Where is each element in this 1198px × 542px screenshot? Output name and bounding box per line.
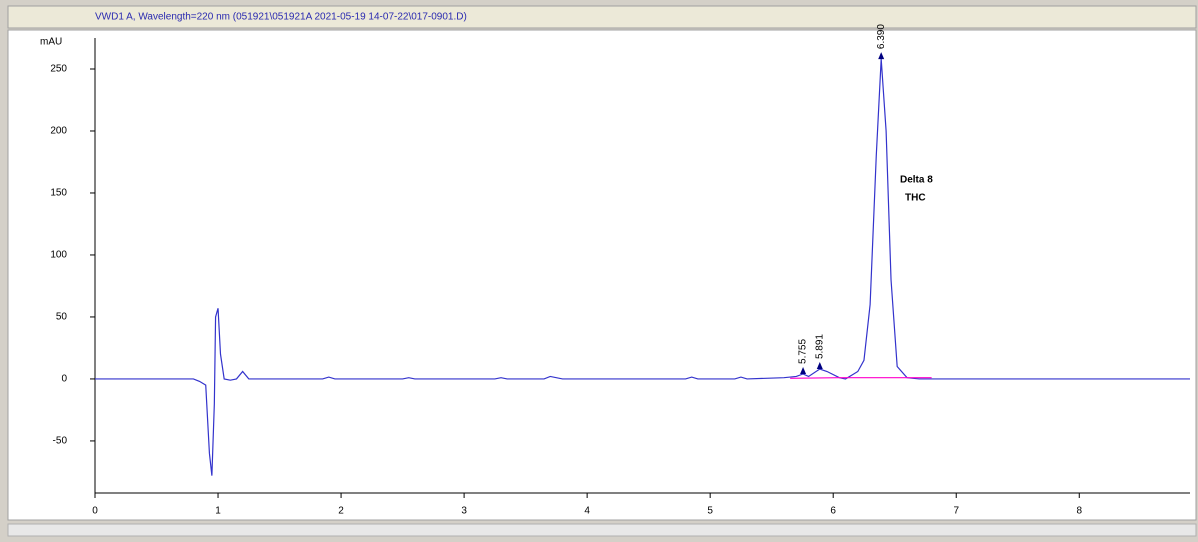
y-tick-label: 100	[50, 250, 67, 261]
peak-marker	[878, 52, 885, 60]
x-tick-label: 6	[830, 506, 836, 517]
y-tick-label: 0	[61, 374, 67, 385]
x-tick-label: 4	[584, 506, 590, 517]
peak-annotation: THC	[905, 193, 926, 204]
peak-annotation: Delta 8	[900, 175, 933, 186]
chart-title: VWD1 A, Wavelength=220 nm (051921\051921…	[95, 12, 467, 23]
peak-marker	[800, 366, 807, 374]
status-bar	[7, 523, 1197, 537]
peak-label: 5.755	[798, 339, 809, 364]
x-tick-label: 0	[92, 506, 98, 517]
y-axis-label: mAU	[40, 37, 62, 48]
y-tick-label: -50	[53, 436, 68, 447]
trace-line	[790, 377, 932, 379]
x-tick-label: 7	[953, 506, 959, 517]
y-tick-label: 150	[50, 188, 67, 199]
peak-label: 5.891	[814, 334, 825, 359]
title-bar	[7, 5, 1197, 29]
y-tick-label: 200	[50, 126, 67, 137]
peak-marker	[816, 362, 823, 370]
y-tick-label: 50	[56, 312, 68, 323]
peak-label: 6.390	[876, 24, 887, 49]
x-tick-label: 8	[1076, 506, 1082, 517]
y-tick-label: 250	[50, 64, 67, 75]
plot-panel	[7, 29, 1197, 521]
x-tick-label: 2	[338, 506, 344, 517]
x-tick-label: 3	[461, 506, 467, 517]
trace-line	[95, 59, 1190, 476]
x-tick-label: 5	[707, 506, 713, 517]
x-tick-label: 1	[215, 506, 221, 517]
